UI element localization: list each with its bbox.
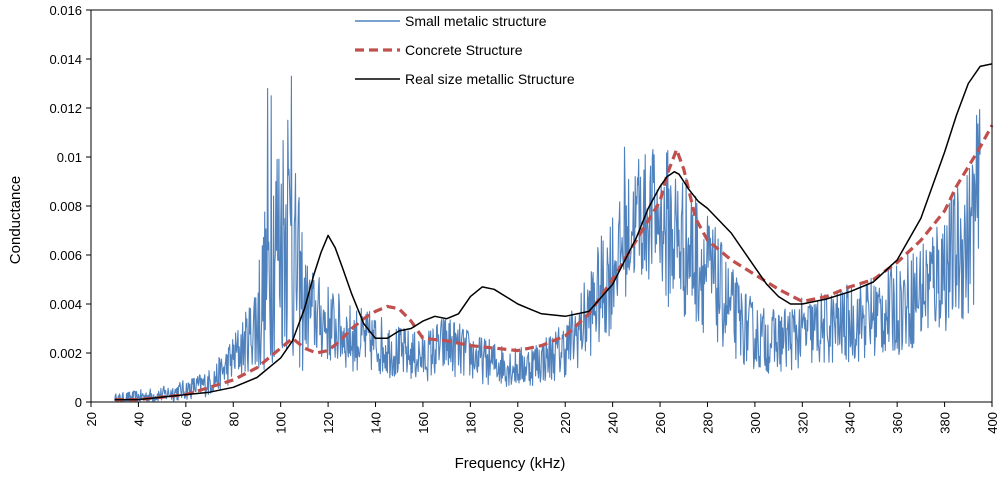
- x-tick-label: 380: [938, 412, 953, 434]
- y-axis-label: Conductance: [7, 176, 24, 264]
- y-tick-label: 0.004: [49, 297, 82, 312]
- y-tick-label: 0.016: [49, 3, 82, 18]
- legend-label-3: Real size metallic Structure: [405, 71, 575, 87]
- x-tick-label: 20: [84, 412, 99, 426]
- x-tick-label: 80: [226, 412, 241, 426]
- x-tick-label: 40: [131, 412, 146, 426]
- x-tick-label: 180: [463, 412, 478, 434]
- x-tick-label: 320: [795, 412, 810, 434]
- y-tick-label: 0.014: [49, 52, 82, 67]
- x-tick-label: 200: [511, 412, 526, 434]
- x-tick-label: 60: [179, 412, 194, 426]
- x-tick-label: 220: [558, 412, 573, 434]
- plot-area: [114, 63, 994, 402]
- x-tick-label: 120: [321, 412, 336, 434]
- x-tick-label: 340: [843, 412, 858, 434]
- y-tick-label: 0.008: [49, 199, 82, 214]
- x-tick-label: 260: [653, 412, 668, 434]
- axes: 20 40 60 80 100 120 140 160 180 200 220 240 260 280 30…: [49, 3, 1000, 434]
- series-line-1: [114, 75, 981, 402]
- x-tick-label: 240: [606, 412, 621, 434]
- series-line-3: [114, 63, 993, 401]
- x-tick-label: 400: [985, 412, 1000, 434]
- y-tick-label: 0.01: [57, 150, 82, 165]
- y-tick-label: 0.002: [49, 346, 82, 361]
- x-tick-label: 360: [890, 412, 905, 434]
- x-tick-label: 140: [369, 412, 384, 434]
- legend-label-1: Small metalic structure: [405, 13, 547, 29]
- series-line-2: [114, 124, 994, 402]
- x-tick-label: 160: [416, 412, 431, 434]
- x-axis-label: Frequency (kHz): [455, 455, 566, 472]
- legend: Small metalic structure Concrete Structur…: [355, 13, 575, 87]
- y-tick-label: 0: [75, 395, 82, 410]
- x-tick-label: 300: [748, 412, 763, 434]
- legend-label-2: Concrete Structure: [405, 42, 523, 58]
- y-tick-label: 0.012: [49, 101, 82, 116]
- x-tick-label: 280: [700, 412, 715, 434]
- y-tick-label: 0.006: [49, 248, 82, 263]
- x-tick-label: 100: [274, 412, 289, 434]
